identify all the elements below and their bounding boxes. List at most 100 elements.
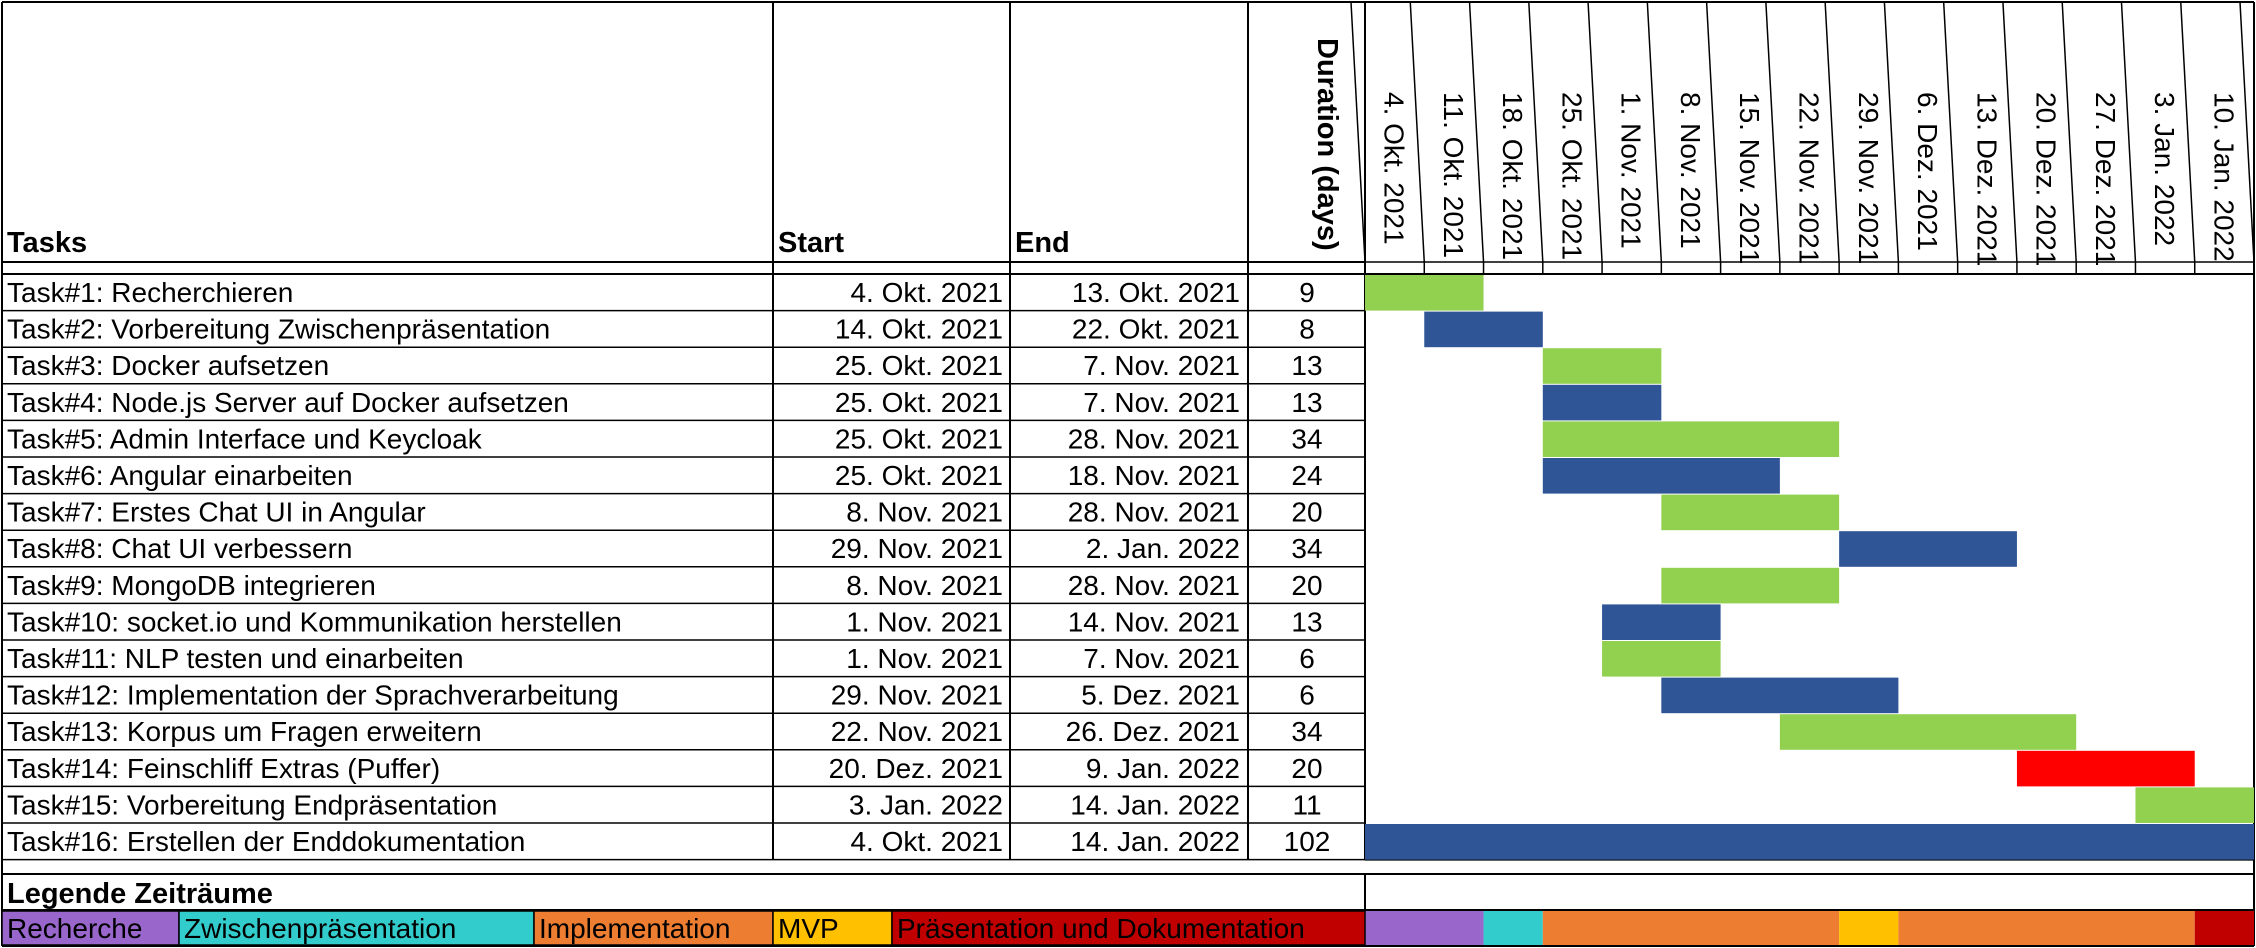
- week-label: 8. Nov. 2021: [1675, 92, 1706, 249]
- legend-swatch: [178, 910, 535, 946]
- task-end: 28. Nov. 2021: [1068, 570, 1240, 601]
- week-divider: [1587, 1, 1603, 263]
- gantt-bar: [1542, 421, 1840, 457]
- week-divider: [1765, 1, 1781, 263]
- table-row: Task#11: NLP testen und einarbeiten 1. No…: [7, 643, 1315, 674]
- task-start: 4. Okt. 2021: [850, 277, 1003, 308]
- task-name: Task#14: Feinschliff Extras (Puffer): [7, 753, 440, 784]
- week-divider: [1409, 1, 1426, 263]
- table-row: Task#12: Implementation der Sprachverarb…: [7, 680, 1315, 711]
- task-end: 7. Nov. 2021: [1083, 643, 1240, 674]
- table-row: Task#4: Node.js Server auf Docker aufset…: [7, 387, 1323, 418]
- task-name: Task#2: Vorbereitung Zwischenpräsentatio…: [7, 314, 550, 345]
- week-label: 27. Dez. 2021: [2090, 92, 2121, 266]
- task-start: 25. Okt. 2021: [835, 460, 1003, 491]
- legend-swatch: [891, 910, 1366, 946]
- task-start: 4. Okt. 2021: [850, 826, 1003, 857]
- gantt-bar: [1365, 275, 1484, 311]
- header-tasks: Tasks: [7, 227, 87, 259]
- task-start: 3. Jan. 2022: [849, 789, 1003, 820]
- legend-label: MVP: [778, 913, 839, 944]
- task-start: 22. Nov. 2021: [831, 716, 1003, 747]
- legend-swatch: [533, 910, 774, 946]
- task-start: 29. Nov. 2021: [831, 533, 1003, 564]
- task-name: Task#9: MongoDB integrieren: [7, 570, 376, 601]
- task-duration: 34: [1291, 533, 1322, 564]
- task-duration: 20: [1291, 497, 1322, 528]
- task-duration: 20: [1291, 570, 1322, 601]
- week-label: 18. Okt. 2021: [1497, 92, 1528, 260]
- week-label: 1. Nov. 2021: [1616, 92, 1647, 249]
- task-start: 14. Okt. 2021: [835, 314, 1003, 345]
- table-row: Task#2: Vorbereitung Zwischenpräsentatio…: [7, 314, 1315, 345]
- task-end: 14. Jan. 2022: [1070, 826, 1240, 857]
- task-name: Task#16: Erstellen der Enddokumentation: [7, 826, 525, 857]
- task-end: 2. Jan. 2022: [1086, 533, 1240, 564]
- task-start: 25. Okt. 2021: [835, 387, 1003, 418]
- legend-swatch: [772, 910, 893, 946]
- week-divider: [1350, 1, 1366, 263]
- legend-items: Recherche Zwischenpräsentation Implementat…: [1, 910, 1366, 946]
- week-label: 20. Dez. 2021: [2031, 92, 2062, 266]
- week-label: 29. Nov. 2021: [1853, 92, 1884, 264]
- timeline-segment: [1483, 911, 1543, 945]
- week-label: 4. Okt. 2021: [1379, 92, 1410, 245]
- task-start: 25. Okt. 2021: [835, 423, 1003, 454]
- task-end: 7. Nov. 2021: [1083, 387, 1240, 418]
- task-end: 28. Nov. 2021: [1068, 423, 1240, 454]
- task-name: Task#10: socket.io und Kommunikation her…: [7, 606, 622, 637]
- task-end: 9. Jan. 2022: [1086, 753, 1240, 784]
- gantt-bar: [1779, 714, 2077, 750]
- legend-label: Zwischenpräsentation: [184, 913, 456, 944]
- week-divider: [2239, 1, 2255, 263]
- task-start: 20. Dez. 2021: [829, 753, 1003, 784]
- legend-title: Legende Zeiträume: [7, 878, 273, 910]
- week-label: 10. Jan. 2022: [2208, 92, 2239, 262]
- task-start: 29. Nov. 2021: [831, 680, 1003, 711]
- task-name: Task#8: Chat UI verbessern: [7, 533, 353, 564]
- task-name: Task#13: Korpus um Fragen erweitern: [7, 716, 482, 747]
- gantt-bar: [2016, 750, 2195, 787]
- week-labels: 4. Okt. 2021 11. Okt. 2021 18. Okt. 2021 25…: [1379, 92, 2240, 266]
- task-duration: 9: [1299, 277, 1315, 308]
- gantt-bar: [1542, 384, 1662, 421]
- task-end: 7. Nov. 2021: [1083, 350, 1240, 381]
- table-row: Task#10: socket.io und Kommunikation her…: [7, 606, 1323, 637]
- task-end: 28. Nov. 2021: [1068, 497, 1240, 528]
- task-duration: 6: [1299, 680, 1315, 711]
- task-duration: 24: [1291, 460, 1322, 491]
- gantt-bar: [1542, 458, 1780, 494]
- task-duration: 20: [1291, 753, 1322, 784]
- timeline-segment: [1365, 911, 1484, 945]
- week-label: 3. Jan. 2022: [2149, 92, 2180, 246]
- table-row: Task#13: Korpus um Fragen erweitern 22. N…: [7, 716, 1323, 747]
- week-divider: [1824, 1, 1840, 263]
- table-row: Task#14: Feinschliff Extras (Puffer) 20. …: [7, 753, 1323, 784]
- week-divider: [1942, 1, 1959, 263]
- task-name: Task#7: Erstes Chat UI in Angular: [7, 497, 426, 528]
- task-duration: 11: [1292, 789, 1321, 820]
- task-name: Task#1: Recherchieren: [7, 277, 293, 308]
- legend-label: Präsentation und Dokumentation: [897, 913, 1305, 944]
- header-duration: Duration (days): [1311, 38, 1343, 251]
- week-divider: [1883, 1, 1900, 263]
- week-label: 6. Dez. 2021: [1912, 92, 1943, 251]
- table-row: Task#15: Vorbereitung Endpräsentation 3. …: [7, 789, 1322, 820]
- table-row: Task#3: Docker aufsetzen 25. Okt. 2021 7. …: [7, 350, 1323, 381]
- table-row: Task#8: Chat UI verbessern 29. Nov. 2021 2…: [7, 533, 1323, 564]
- timeline-segment: [1898, 911, 2195, 945]
- table-row: Task#16: Erstellen der Enddokumentation 4…: [7, 826, 1330, 857]
- task-duration: 6: [1299, 643, 1315, 674]
- gantt-bar: [2135, 787, 2254, 823]
- week-label: 15. Nov. 2021: [1734, 92, 1765, 264]
- task-name: Task#12: Implementation der Sprachverarb…: [7, 680, 619, 711]
- task-end: 14. Nov. 2021: [1068, 606, 1240, 637]
- task-duration: 13: [1291, 606, 1322, 637]
- task-duration: 34: [1291, 423, 1322, 454]
- timeline-segment: [2194, 911, 2254, 945]
- legend-label: Implementation: [539, 913, 730, 944]
- week-divider: [2002, 1, 2018, 263]
- legend-label: Recherche: [7, 913, 142, 944]
- gantt-bar: [1839, 531, 2017, 567]
- task-end: 13. Okt. 2021: [1072, 277, 1240, 308]
